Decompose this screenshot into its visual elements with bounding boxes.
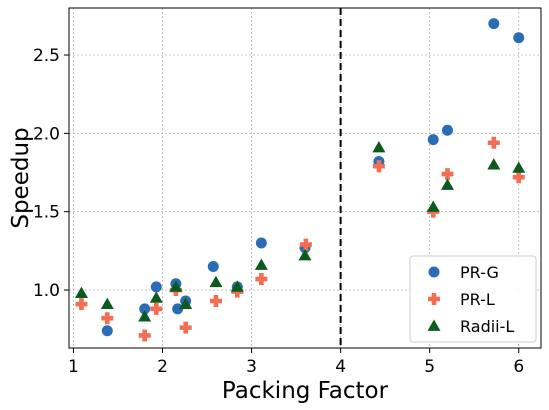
legend-label: PR-G [460, 263, 499, 282]
data-point [298, 249, 312, 261]
data-point [150, 302, 163, 315]
data-point [207, 261, 219, 273]
data-point [209, 294, 222, 307]
data-points [74, 18, 526, 342]
legend-label: Radii-L [460, 317, 514, 336]
data-point [255, 237, 267, 249]
data-point [138, 329, 151, 342]
data-point [149, 291, 163, 303]
legend-marker [428, 266, 440, 278]
data-point [138, 310, 152, 322]
data-point [488, 18, 500, 30]
data-point [512, 161, 526, 173]
data-point [172, 303, 184, 315]
data-point [169, 280, 183, 292]
data-point [487, 136, 500, 149]
data-point [427, 134, 439, 146]
x-tick-label: 6 [513, 357, 524, 377]
data-point [101, 325, 113, 337]
data-point [209, 275, 223, 288]
data-point [299, 238, 312, 251]
legend-marker [427, 319, 441, 331]
data-point [513, 32, 525, 44]
data-point [487, 158, 501, 170]
y-tick-label: 1.0 [33, 281, 60, 301]
y-tick-label: 1.5 [33, 203, 60, 223]
data-point [440, 178, 454, 190]
x-axis-title: Packing Factor [222, 378, 389, 404]
legend-marker [428, 293, 440, 305]
x-tick-label: 1 [68, 357, 79, 377]
data-point [179, 321, 192, 334]
data-point [441, 168, 454, 181]
data-point [441, 124, 453, 136]
y-tick-label: 2.0 [33, 124, 60, 144]
data-point [254, 258, 268, 270]
x-tick-label: 2 [157, 357, 168, 377]
axis-ticks: 1 2 3 4 5 6 1.0 1.5 2.0 2.5 [33, 46, 524, 377]
data-point [255, 273, 268, 286]
data-point [512, 171, 525, 184]
data-point [372, 140, 386, 153]
data-point [101, 312, 114, 325]
data-point [426, 200, 440, 212]
data-point [100, 297, 114, 310]
x-tick-label: 5 [424, 357, 435, 377]
data-point [372, 160, 385, 173]
y-axis-title: Speedup [8, 127, 34, 228]
legend: PR-G PR-L Radii-L [409, 255, 537, 343]
series-radii-l [74, 140, 526, 322]
legend-box [409, 255, 537, 343]
x-tick-label: 3 [246, 357, 257, 377]
data-point [74, 286, 88, 299]
x-tick-label: 4 [335, 357, 346, 377]
data-point [139, 303, 151, 315]
data-point [179, 297, 193, 310]
plot-frame [68, 7, 542, 349]
data-point [150, 281, 162, 293]
legend-label: PR-L [460, 290, 495, 309]
y-tick-label: 2.5 [33, 46, 60, 66]
data-point [230, 280, 244, 292]
data-point [75, 298, 88, 311]
